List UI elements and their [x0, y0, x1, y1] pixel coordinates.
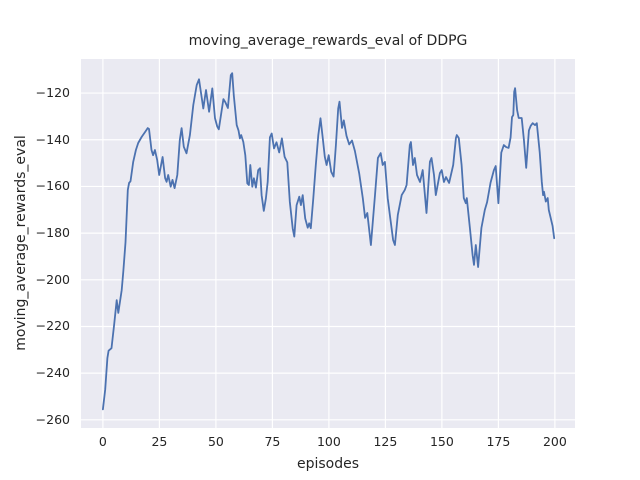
x-tick-label: 125	[373, 434, 398, 449]
axes-background	[81, 59, 575, 428]
y-tick-label: −260	[35, 411, 70, 427]
series-line	[102, 72, 556, 411]
x-tick-label: 75	[264, 434, 281, 449]
y-tick-label: −160	[35, 178, 70, 194]
x-tick-label: 0	[98, 434, 107, 449]
y-tick-label: −220	[35, 318, 70, 334]
y-tick-label: −120	[35, 85, 70, 101]
x-tick-label: 25	[151, 434, 168, 449]
y-tick-label: −140	[35, 131, 70, 147]
x-tick-label: 50	[207, 434, 224, 449]
x-tick-label: 150	[429, 434, 454, 449]
chart-title: moving_average_rewards_eval of DDPG	[188, 33, 468, 49]
x-axis-label: episodes	[296, 456, 360, 472]
x-tick-label: 100	[316, 434, 341, 449]
x-tick-label: 200	[542, 434, 567, 449]
y-tick-label: −240	[35, 365, 70, 381]
y-tick-label: −200	[35, 271, 70, 287]
x-tick-label: 175	[486, 434, 511, 449]
y-tick-label: −180	[35, 225, 70, 241]
